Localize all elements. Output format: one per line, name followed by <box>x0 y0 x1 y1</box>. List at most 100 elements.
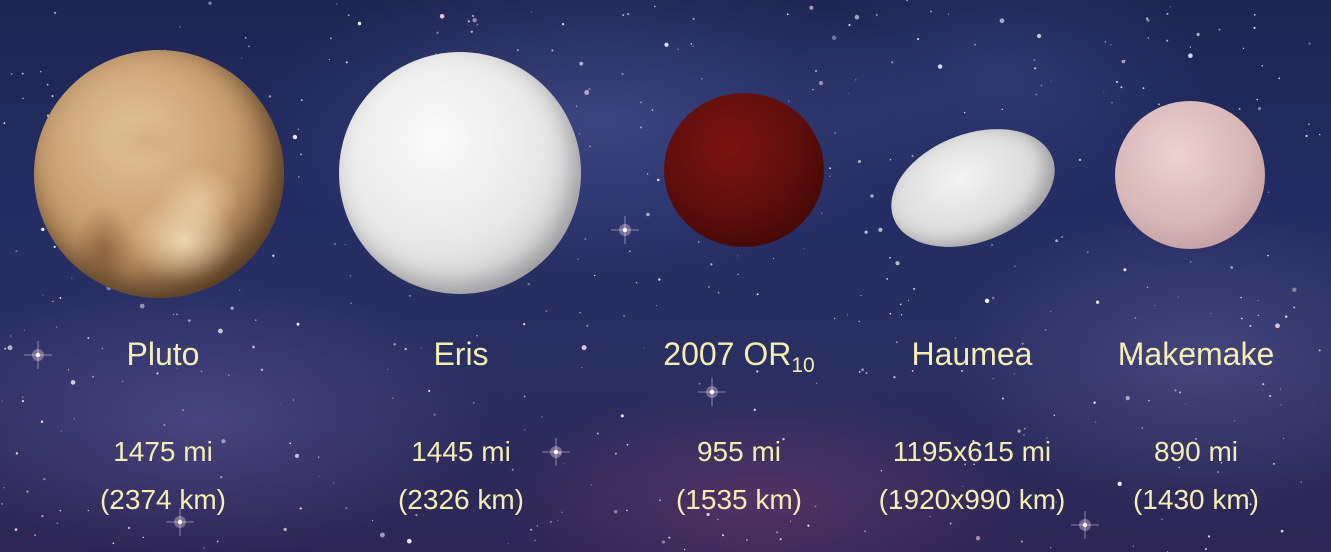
star <box>1050 311 1051 312</box>
star <box>1120 86 1122 88</box>
star <box>203 547 205 549</box>
star <box>34 534 36 536</box>
star <box>1188 53 1193 58</box>
star <box>640 126 642 128</box>
star <box>890 313 892 315</box>
star <box>1055 239 1058 242</box>
star <box>718 292 720 294</box>
star <box>576 105 577 106</box>
star <box>1154 305 1155 306</box>
star <box>4 348 6 350</box>
star <box>597 433 599 435</box>
star <box>629 250 631 252</box>
star <box>329 59 330 60</box>
star <box>900 304 902 306</box>
star <box>11 73 13 75</box>
star <box>1278 77 1280 79</box>
star <box>269 95 272 98</box>
star <box>788 101 789 102</box>
star <box>380 533 385 538</box>
star <box>908 300 909 301</box>
star <box>334 243 336 245</box>
star <box>1133 546 1134 547</box>
star <box>588 88 590 90</box>
star <box>861 295 862 296</box>
star <box>562 23 564 25</box>
star <box>579 62 583 66</box>
star <box>621 73 623 75</box>
star <box>472 15 474 17</box>
star <box>621 414 624 417</box>
star <box>594 275 595 276</box>
2007-or10-name: 2007 OR10 <box>619 336 859 377</box>
star <box>407 539 412 544</box>
star <box>834 132 836 134</box>
star <box>895 261 899 265</box>
star <box>319 476 320 477</box>
2007-or10-size-km: (1535 km) <box>619 480 859 520</box>
star <box>993 378 994 379</box>
star <box>434 413 436 415</box>
star <box>248 46 250 48</box>
star <box>15 250 17 252</box>
star <box>208 2 211 5</box>
star <box>301 99 303 101</box>
makemake-size-km: (1430 km) <box>1076 480 1316 520</box>
star <box>295 454 299 458</box>
star <box>1034 67 1036 69</box>
star <box>163 424 165 426</box>
star <box>622 14 624 16</box>
star <box>1178 296 1179 297</box>
star <box>698 241 700 243</box>
star <box>1024 428 1025 429</box>
star <box>615 453 617 455</box>
star <box>1021 541 1023 543</box>
star <box>893 376 895 378</box>
star <box>584 238 586 240</box>
star <box>179 26 180 27</box>
star <box>1050 547 1051 548</box>
star <box>1147 19 1150 22</box>
star <box>1050 80 1051 81</box>
star <box>964 112 965 113</box>
star <box>298 129 299 130</box>
star <box>468 20 470 22</box>
star <box>74 418 76 420</box>
star <box>652 109 654 111</box>
2007-or10-image <box>664 93 824 247</box>
star <box>1148 400 1150 402</box>
star <box>976 536 980 540</box>
star <box>1308 124 1309 125</box>
star <box>473 402 475 404</box>
star <box>122 381 124 383</box>
star <box>1123 268 1126 271</box>
star <box>43 295 44 296</box>
star <box>773 258 774 259</box>
star <box>545 310 547 312</box>
star <box>812 89 814 91</box>
star <box>40 71 42 73</box>
star <box>1061 236 1063 238</box>
star <box>1014 373 1015 374</box>
star <box>534 540 535 541</box>
star <box>3 487 4 488</box>
star <box>627 13 629 15</box>
star <box>878 228 882 232</box>
star <box>173 314 174 315</box>
star <box>15 528 18 531</box>
star <box>143 537 144 538</box>
pluto-image <box>34 50 284 298</box>
star <box>1126 396 1130 400</box>
star <box>1239 108 1241 110</box>
star <box>22 400 24 402</box>
star <box>300 507 302 509</box>
star <box>47 84 49 86</box>
pluto-size-km: (2374 km) <box>43 480 283 520</box>
star <box>889 257 891 259</box>
bright-star <box>611 216 639 244</box>
star <box>1319 349 1321 351</box>
star <box>891 61 893 63</box>
star <box>757 293 759 295</box>
star <box>848 24 850 26</box>
star <box>1234 420 1235 421</box>
